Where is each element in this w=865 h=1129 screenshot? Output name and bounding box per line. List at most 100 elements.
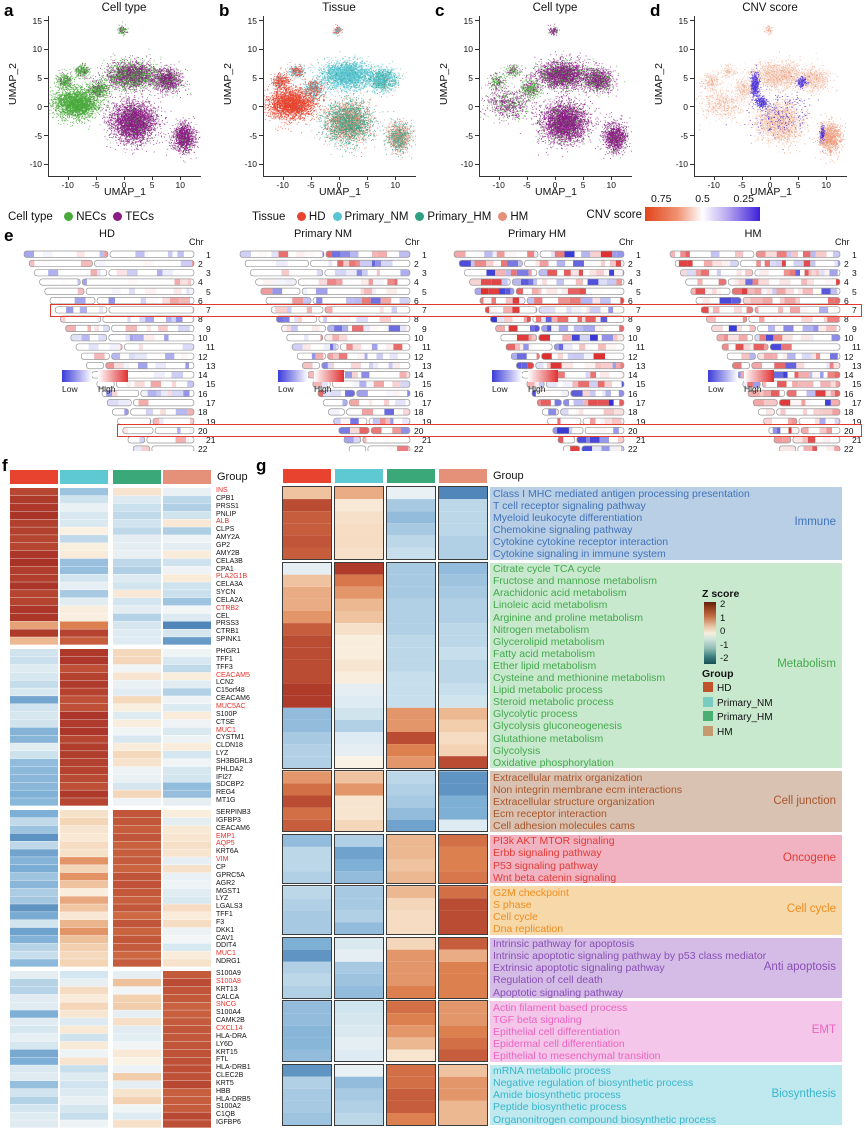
chromosome-number-4: 4 [198, 277, 203, 288]
gene-label: KRT15 [216, 1048, 238, 1056]
pathway-label: Arginine and proline metabolism [493, 611, 643, 624]
gene-label: CP [216, 863, 226, 871]
g-block-border [282, 1063, 332, 1126]
pathway-label: Steroid metabolic process [493, 696, 614, 709]
pathway-label: Regulation of cell death [493, 974, 603, 987]
x-tick-mark [555, 176, 556, 180]
chromosome-number-22: 22 [844, 444, 854, 455]
pathway-label: Cytokine cytokine receptor interaction [493, 535, 669, 548]
x-tick-mark [339, 176, 340, 180]
y-tick-label: -10 [244, 159, 257, 170]
chromosome-number-7: 7 [206, 305, 211, 316]
g-block-border [282, 561, 332, 769]
chromosome-number-15: 15 [636, 379, 646, 390]
chromosome-number-20: 20 [844, 425, 854, 436]
y-tick-mark [475, 20, 479, 22]
legend-dot-icon [498, 212, 508, 221]
umap-title: Cell type [532, 2, 578, 14]
g-block-border [386, 1063, 436, 1126]
f-group-header-1 [60, 470, 108, 484]
chromosome-column-title-HM: HM [744, 228, 762, 240]
umap-b-points-canvas [264, 16, 416, 176]
chromosome-column-title-Primary-HM: Primary HM [507, 228, 567, 240]
chromosome-number-1: 1 [636, 249, 641, 260]
pathway-label: Ether lipid metabolism [493, 659, 597, 672]
chromosome-number-12: 12 [844, 351, 854, 362]
y-tick-label: 15 [247, 15, 257, 26]
x-tick-mark [713, 176, 715, 180]
y-tick-label: -5 [34, 130, 42, 141]
chromosome-number-13: 13 [206, 360, 216, 371]
chromosome-number-10: 10 [414, 333, 424, 344]
umap-y-axis-label: UMAP_2 [222, 62, 234, 105]
gene-label: CEACAM5 [216, 671, 250, 679]
x-tick-label: 5 [795, 180, 801, 190]
gene-label: HLA-DRA [216, 1032, 247, 1040]
gene-label: PHLDA2 [216, 765, 244, 773]
pathway-label: Extracellular matrix organization [493, 771, 643, 784]
chromosome-column-title-HD: HD [99, 228, 115, 240]
pathway-label: Peptide biosynthetic process [493, 1101, 627, 1114]
gene-label: S100A8 [216, 977, 241, 985]
category-bg-Cell-junction [490, 771, 842, 832]
pathway-label: Epidermal cell differentiation [493, 1037, 625, 1050]
x-tick-label: -10 [61, 180, 74, 190]
pathway-label: Wnt beta catenin signaling [493, 871, 617, 884]
chromosome-number-1: 1 [422, 249, 427, 260]
pathway-label: Glycolytic process [493, 708, 578, 721]
umap-x-axis-label: UMAP_1 [749, 186, 792, 198]
gene-label: HBB [216, 1087, 231, 1095]
cnv-tick-05: 0.5 [695, 193, 710, 205]
chromosome-number-5: 5 [636, 286, 641, 297]
tissue-legend-title: Tissue [252, 211, 286, 223]
chromosome-number-2: 2 [844, 258, 849, 269]
gene-label: AMY2B [216, 549, 240, 557]
chromosome-number-20: 20 [628, 425, 638, 436]
x-tick-label: -5 [523, 180, 531, 190]
category-label-Anti-apoptosis: Anti apoptosis [763, 960, 836, 973]
f-heatmap-canvas [10, 487, 215, 1129]
pathway-label: Cytokine signaling in immune system [493, 548, 666, 560]
low-label: Low [62, 384, 78, 394]
cnv-legend-title: CNV score [586, 209, 642, 221]
x-tick-mark [770, 176, 771, 180]
y-tick-label: 0 [468, 101, 473, 112]
pathway-label: Epithelial cell differentiation [493, 1025, 621, 1038]
category-bg-EMT [490, 1001, 842, 1062]
umap-x-axis-label: UMAP_1 [318, 186, 361, 198]
high-gradient-block [314, 370, 344, 382]
group-legend-item-HD: HD [703, 682, 731, 694]
gene-label: C1QB [216, 1111, 236, 1119]
group-legend-swatch [703, 725, 713, 736]
chromosome-number-7: 7 [422, 305, 427, 316]
y-tick-mark [44, 48, 48, 50]
chromosome-number-7: 7 [852, 305, 857, 316]
high-label: High [744, 384, 762, 394]
y-tick-mark [259, 20, 263, 22]
y-tick-label: 10 [247, 44, 257, 55]
x-tick-mark [95, 176, 97, 180]
gene-label: CELA3A [216, 581, 243, 589]
y-tick-label: -10 [460, 159, 473, 170]
category-bg-Metabolism [490, 562, 842, 769]
pathway-label: Actin filament based process [493, 1001, 628, 1014]
pathway-label: T cell receptor signaling pathway [493, 499, 646, 512]
x-tick-label: 10 [390, 180, 401, 190]
gene-label: C15orf48 [216, 687, 245, 695]
group-legend-swatch [703, 682, 713, 692]
chromosome-number-20: 20 [414, 425, 424, 436]
chromosome-number-9: 9 [422, 323, 427, 334]
pathway-label: Linoleic acid metabolism [493, 599, 608, 612]
chromosome-number-21: 21 [206, 435, 216, 446]
chromosome-number-7: 7 [636, 305, 641, 316]
y-tick-mark [259, 48, 263, 50]
x-tick-mark [583, 176, 585, 180]
y-tick-label: 5 [683, 73, 688, 84]
low-label: Low [278, 384, 294, 394]
gene-label: CEACAM6 [216, 824, 250, 832]
umap-a-points-canvas [49, 16, 201, 176]
g-block-border [438, 770, 488, 833]
x-tick-mark [282, 176, 284, 180]
chromosome-number-13: 13 [422, 360, 432, 371]
